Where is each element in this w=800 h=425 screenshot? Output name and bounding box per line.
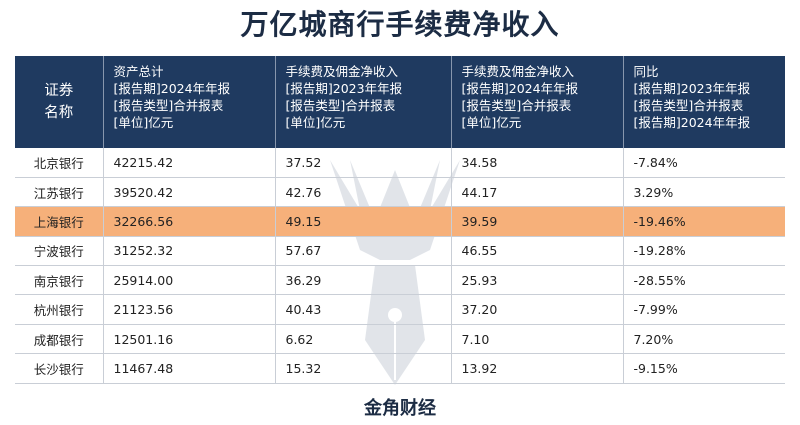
table-row: 上海银行 32266.56 49.15 39.59 -19.46% xyxy=(15,206,785,237)
value-cell: -19.28% xyxy=(623,236,785,267)
value-cell: 44.17 xyxy=(451,177,624,208)
table-row: 南京银行 25914.00 36.29 25.93 -28.55% xyxy=(15,265,785,296)
column-header-line: 同比 xyxy=(633,64,659,79)
value-cell: -28.55% xyxy=(623,265,785,296)
bank-name-cell: 北京银行 xyxy=(15,148,104,178)
column-header-line: [报告类型]合并报表 xyxy=(461,98,572,113)
table-row: 杭州银行 21123.56 40.43 37.20 -7.99% xyxy=(15,294,785,325)
column-header-line: 手续费及佣金净收入 xyxy=(461,64,575,79)
brand-footer: 金角财经 xyxy=(364,398,436,419)
column-header-line: [单位]亿元 xyxy=(113,115,174,130)
value-cell: 7.20% xyxy=(623,324,785,355)
value-cell: -9.15% xyxy=(623,353,785,384)
column-header-line: 资产总计 xyxy=(113,64,164,79)
column-header-line: [报告类型]合并报表 xyxy=(113,98,224,113)
bank-name-cell: 成都银行 xyxy=(15,324,104,355)
value-cell: -7.99% xyxy=(623,294,785,325)
value-cell: 46.55 xyxy=(451,236,624,267)
column-header-0: 证券 名称 xyxy=(15,56,104,148)
value-cell: 7.10 xyxy=(451,324,624,355)
value-cell: 40.43 xyxy=(275,294,452,325)
value-cell: 42.76 xyxy=(275,177,452,208)
value-cell: 11467.48 xyxy=(103,353,276,384)
value-cell: 37.20 xyxy=(451,294,624,325)
value-cell: 39520.42 xyxy=(103,177,276,208)
value-cell: 21123.56 xyxy=(103,294,276,325)
value-cell: 32266.56 xyxy=(103,206,276,237)
column-header-line: 证券 xyxy=(44,83,74,99)
value-cell: 57.67 xyxy=(275,236,452,267)
column-header-line: 手续费及佣金净收入 xyxy=(285,64,399,79)
value-cell: 15.32 xyxy=(275,353,452,384)
column-header-3: 手续费及佣金净收入 [报告期]2024年年报 [报告类型]合并报表 [单位]亿元 xyxy=(451,56,624,148)
table-row: 长沙银行 11467.48 15.32 13.92 -9.15% xyxy=(15,353,785,384)
column-header-line: [报告期]2024年年报 xyxy=(113,81,231,96)
table-row: 宁波银行 31252.32 57.67 46.55 -19.28% xyxy=(15,236,785,267)
bank-name-cell: 江苏银行 xyxy=(15,177,104,208)
table-row: 北京银行 42215.42 37.52 34.58 -7.84% xyxy=(15,148,785,178)
value-cell: 31252.32 xyxy=(103,236,276,267)
column-header-line: [报告期]2023年年报 xyxy=(285,81,403,96)
bank-name-cell: 南京银行 xyxy=(15,265,104,296)
value-cell: 6.62 xyxy=(275,324,452,355)
bank-name-cell: 杭州银行 xyxy=(15,294,104,325)
value-cell: 49.15 xyxy=(275,206,452,237)
value-cell: 34.58 xyxy=(451,148,624,178)
column-header-line: [报告期]2023年年报 xyxy=(633,81,751,96)
bank-name-cell: 上海银行 xyxy=(15,206,104,237)
value-cell: 36.29 xyxy=(275,265,452,296)
column-header-line: [报告类型]合并报表 xyxy=(633,98,744,113)
column-header-4: 同比 [报告期]2023年年报 [报告类型]合并报表 [报告期]2024年年报 xyxy=(623,56,785,148)
value-cell: 25914.00 xyxy=(103,265,276,296)
value-cell: 3.29% xyxy=(623,177,785,208)
column-header-line: [报告期]2024年年报 xyxy=(633,115,751,130)
bank-name-cell: 宁波银行 xyxy=(15,236,104,267)
value-cell: 13.92 xyxy=(451,353,624,384)
value-cell: 12501.16 xyxy=(103,324,276,355)
column-header-line: [报告类型]合并报表 xyxy=(285,98,396,113)
value-cell: 42215.42 xyxy=(103,148,276,178)
column-header-line: [单位]亿元 xyxy=(461,115,522,130)
value-cell: -19.46% xyxy=(623,206,785,237)
column-header-2: 手续费及佣金净收入 [报告期]2023年年报 [报告类型]合并报表 [单位]亿元 xyxy=(275,56,452,148)
value-cell: -7.84% xyxy=(623,148,785,178)
header-row: 证券 名称 资产总计 [报告期]2024年年报 [报告类型]合并报表 [单位]亿元 手续费及… xyxy=(15,56,785,148)
column-header-line: 名称 xyxy=(44,105,74,121)
value-cell: 37.52 xyxy=(275,148,452,178)
value-cell: 25.93 xyxy=(451,265,624,296)
table-row: 江苏银行 39520.42 42.76 44.17 3.29% xyxy=(15,177,785,208)
data-table: 证券 名称 资产总计 [报告期]2024年年报 [报告类型]合并报表 [单位]亿元 手续费及… xyxy=(15,56,785,384)
bank-name-cell: 长沙银行 xyxy=(15,353,104,384)
page-title: 万亿城商行手续费净收入 xyxy=(240,8,560,41)
column-header-line: [报告期]2024年年报 xyxy=(461,81,579,96)
value-cell: 39.59 xyxy=(451,206,624,237)
table-row: 成都银行 12501.16 6.62 7.10 7.20% xyxy=(15,324,785,355)
column-header-line: [单位]亿元 xyxy=(285,115,346,130)
column-header-1: 资产总计 [报告期]2024年年报 [报告类型]合并报表 [单位]亿元 xyxy=(103,56,276,148)
